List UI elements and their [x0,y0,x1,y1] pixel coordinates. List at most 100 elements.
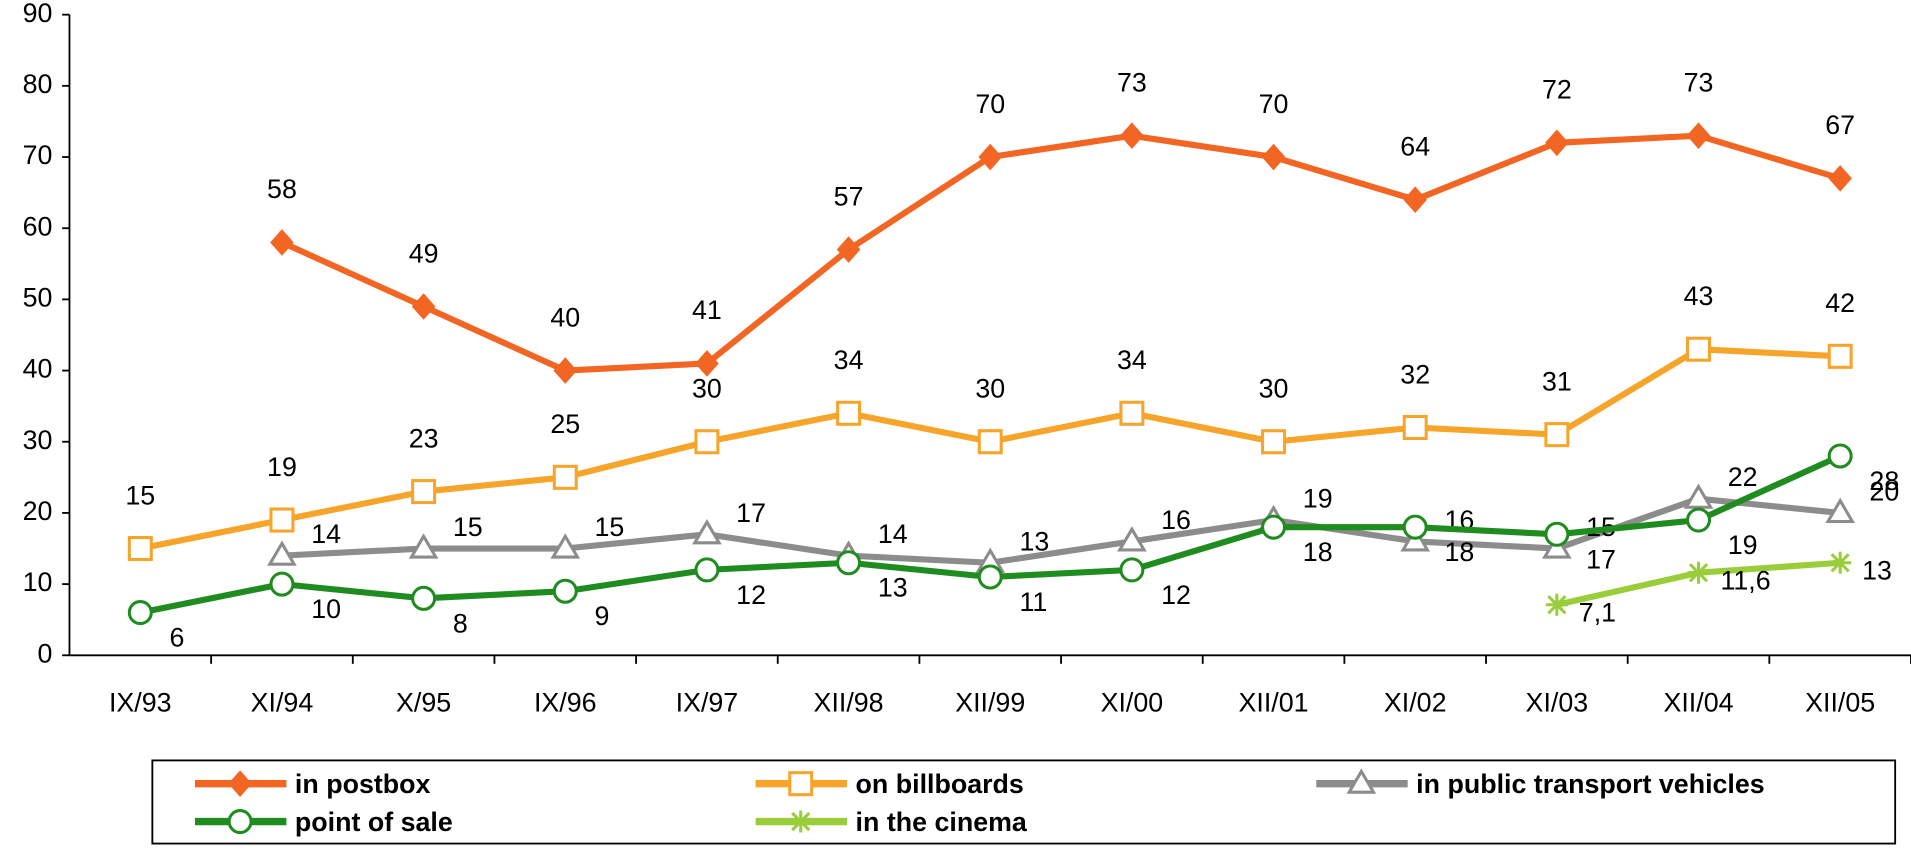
point-marker [552,578,578,604]
point-marker [1117,526,1147,552]
data-label: 7,1 [1579,598,1616,628]
data-label: 32 [1400,359,1430,389]
point-marker [552,464,578,490]
data-label: 41 [692,295,722,325]
point-marker [269,507,295,533]
data-label: 67 [1825,110,1855,140]
point-marker [1686,336,1712,362]
data-label: 15 [125,480,155,510]
legend-label: in public transport vehicles [1416,769,1765,799]
data-label: 13 [1019,526,1049,556]
point-marker [1261,514,1287,540]
point-marker [695,350,719,377]
data-label: 64 [1400,131,1430,161]
y-tick-label: 20 [23,496,53,526]
x-tick-label: XI/03 [1526,687,1589,717]
data-label: 30 [1259,373,1289,403]
point-marker [977,564,1003,590]
point-marker [1545,593,1568,616]
data-label: 18 [1303,537,1333,567]
point-marker [1403,186,1427,214]
data-label: 11 [1019,587,1047,617]
y-tick-label: 60 [23,211,53,241]
x-tick-label: XI/02 [1384,687,1447,717]
point-marker [1686,507,1712,533]
y-tick-label: 70 [23,140,53,170]
data-label: 72 [1542,75,1572,105]
data-label: 13 [1862,556,1892,586]
data-label: 19 [267,452,297,482]
data-label: 19 [1303,484,1333,514]
point-marker [836,550,862,576]
point-marker [1261,429,1287,455]
point-marker [550,533,581,559]
legend-marker [789,810,812,833]
data-label: 40 [550,302,580,332]
x-tick-label: X/95 [396,687,451,717]
data-label: 58 [267,174,297,204]
x-tick-label: XII/99 [955,687,1025,717]
point-marker [127,535,153,562]
data-label: 49 [409,238,439,268]
data-label: 28 [1869,466,1899,496]
point-marker [1544,422,1570,448]
data-label: 30 [975,373,1005,403]
point-marker [978,143,1003,171]
y-tick-label: 80 [23,69,53,99]
point-marker [408,533,439,559]
point-marker [836,400,862,426]
legend-label: in postbox [295,769,431,799]
legend-label: in the cinema [856,807,1028,837]
data-label: 8 [453,608,468,638]
y-tick-label: 90 [23,0,53,28]
point-marker [411,479,437,505]
point-marker [1827,443,1853,469]
y-tick-label: 10 [23,567,53,597]
data-label: 73 [1117,67,1147,97]
point-marker [1402,414,1428,441]
x-tick-label: IX/96 [534,687,597,717]
data-label: 34 [834,345,864,375]
x-tick-label: XII/05 [1805,687,1875,717]
x-tick-label: XII/98 [814,687,884,717]
data-label: 14 [878,519,908,549]
point-marker [1828,165,1852,192]
y-tick-label: 40 [23,354,53,384]
point-marker [269,571,295,597]
point-marker [1544,521,1570,547]
point-marker [1119,400,1145,426]
data-label: 22 [1728,462,1758,492]
legend-box [151,759,1897,845]
x-tick-label: XI/00 [1101,687,1164,717]
data-label: 15 [453,512,483,542]
point-marker [1829,551,1852,574]
data-label: 13 [878,573,908,603]
point-marker [1120,122,1144,149]
data-label: 30 [692,373,722,403]
data-label: 10 [311,594,341,624]
data-label: 11,6 [1720,566,1770,596]
data-label: 42 [1825,288,1855,318]
point-marker [1686,122,1711,149]
data-label: 43 [1684,281,1714,311]
point-marker [1825,497,1856,524]
series-line [280,132,1842,374]
data-label: 6 [170,623,185,653]
point-marker [694,557,720,583]
legend-label: point of sale [295,807,453,837]
data-label: 17 [736,498,766,528]
data-label: 16 [1161,505,1191,535]
data-label: 19 [1728,530,1758,560]
legend-marker [228,770,252,797]
data-label: 70 [975,89,1005,119]
x-tick-label: IX/93 [109,687,172,717]
data-label: 12 [1161,580,1191,610]
series-line [281,495,1841,566]
data-label: 20 [1869,476,1899,506]
point-marker [411,585,437,611]
data-label: 9 [595,601,610,631]
legend-marker [1346,768,1377,794]
x-tick-label: IX/97 [676,687,739,717]
point-marker [127,600,153,626]
